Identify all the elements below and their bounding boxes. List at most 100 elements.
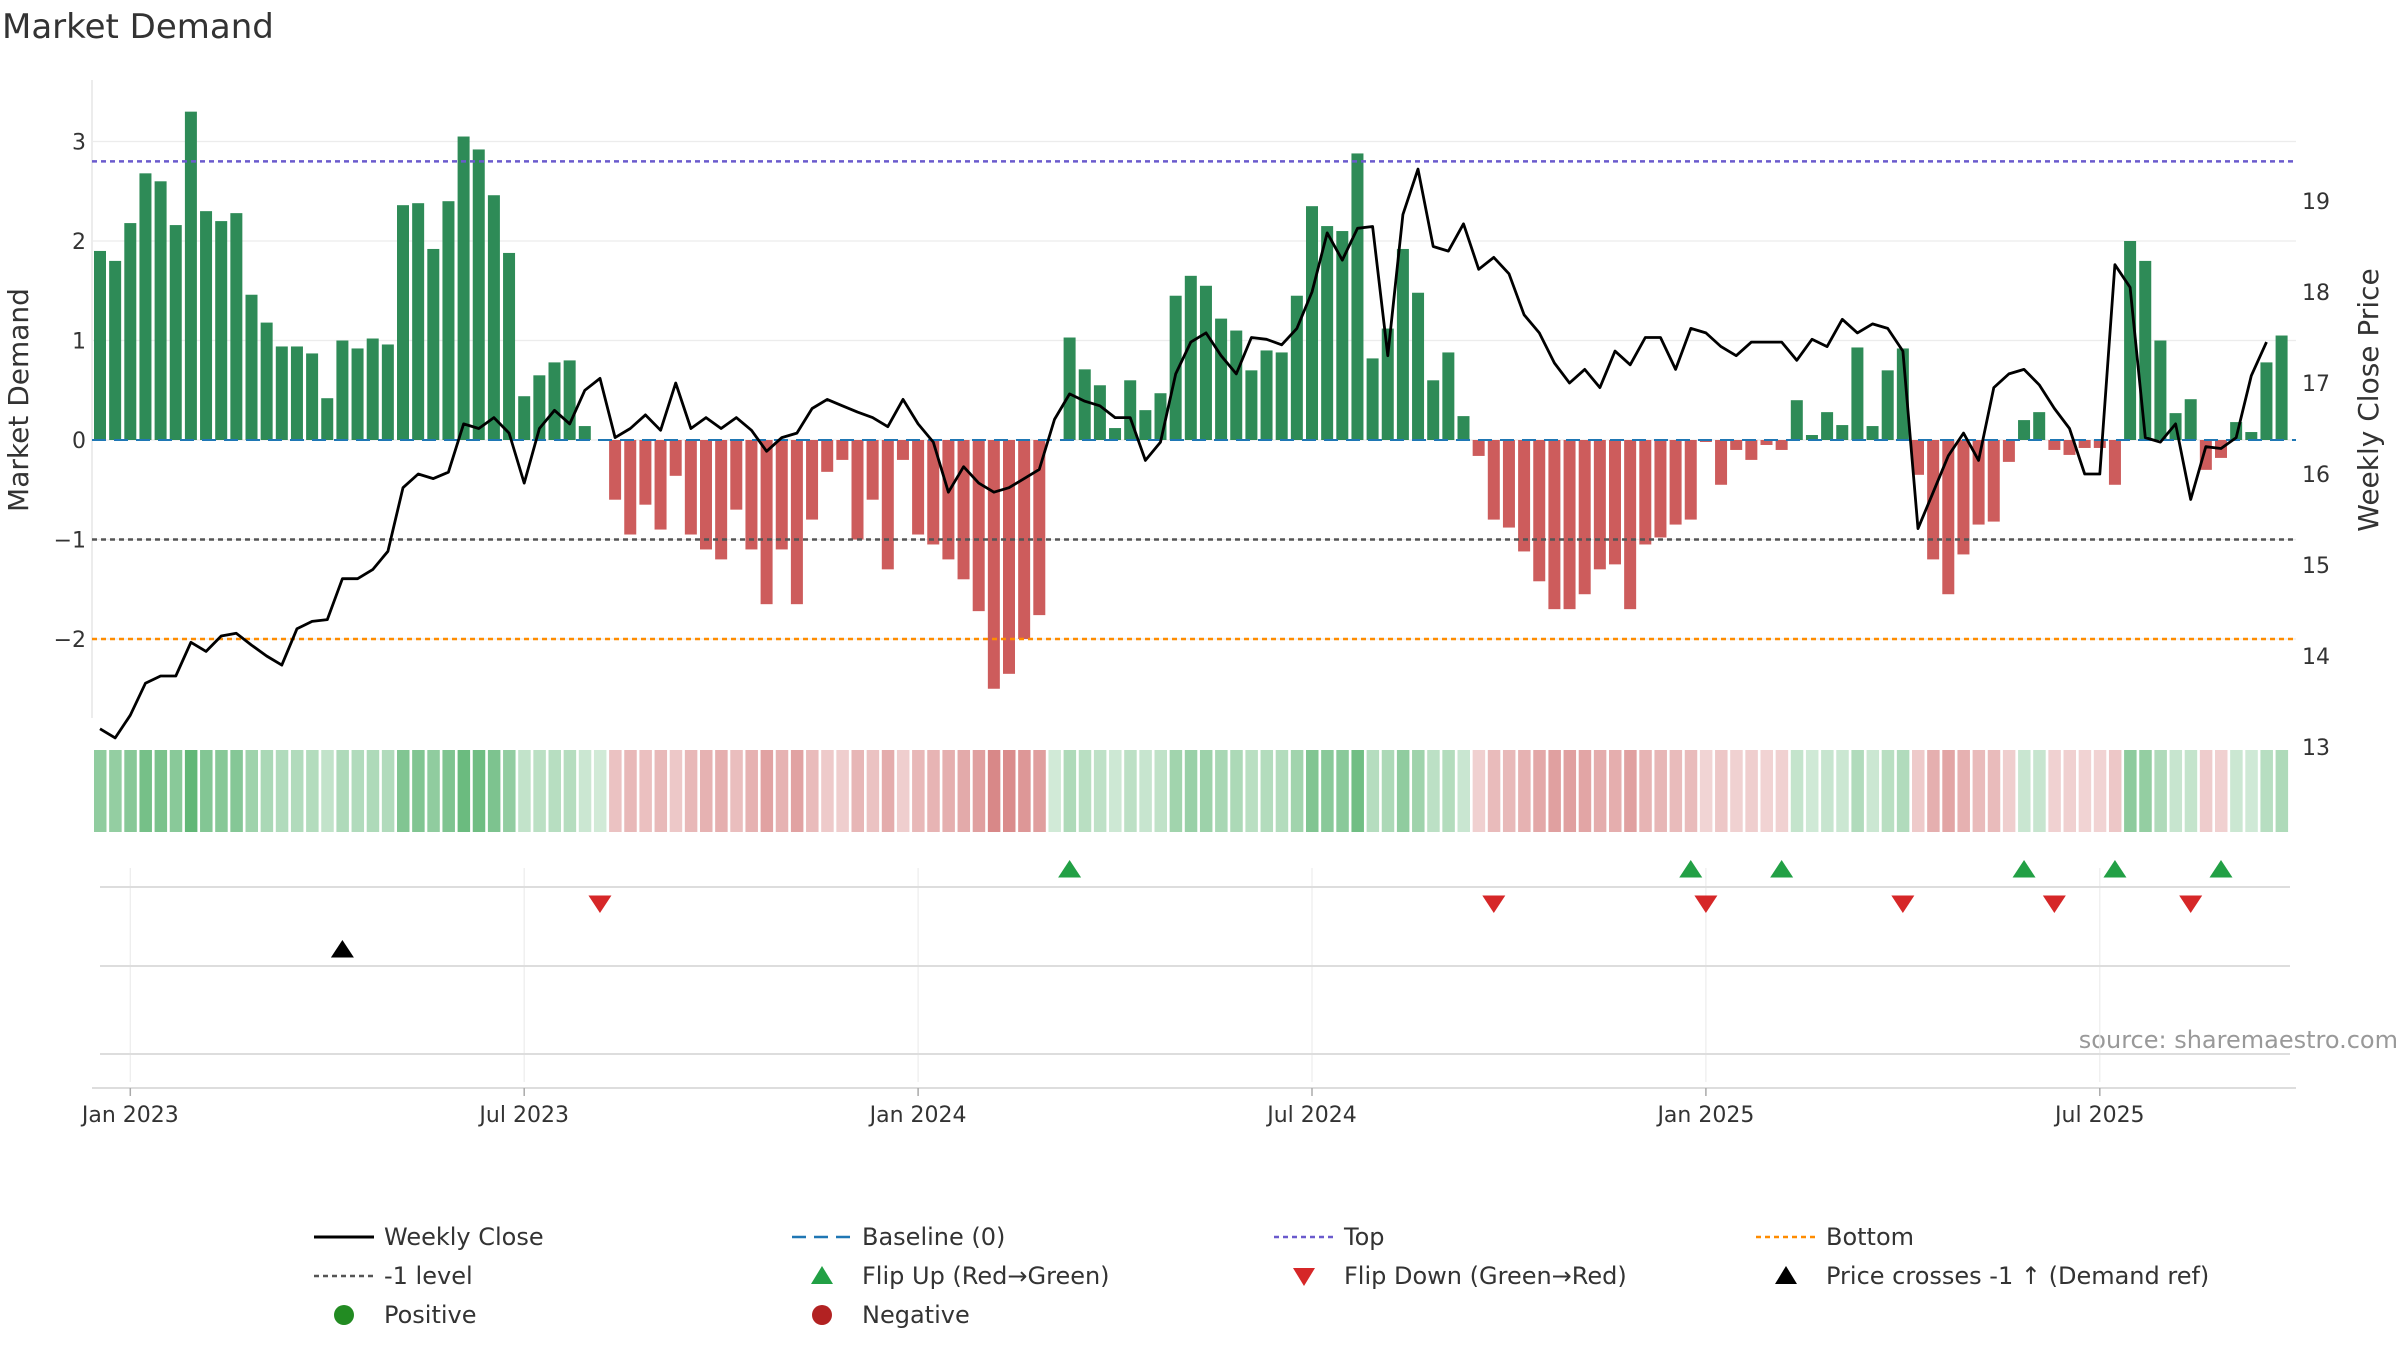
demand-bar: [1927, 440, 1940, 560]
heat-cell: [1442, 750, 1455, 832]
demand-bar: [184, 111, 197, 441]
demand-bar: [1821, 412, 1834, 440]
demand-bar: [1730, 440, 1743, 450]
demand-bar: [336, 340, 349, 440]
demand-bar: [230, 213, 243, 440]
flip-up-marker: [2012, 860, 2036, 878]
heat-cell: [563, 750, 577, 832]
demand-bar: [381, 344, 394, 440]
heat-cell: [1336, 750, 1349, 832]
demand-bar: [821, 440, 834, 472]
demand-bar: [397, 205, 409, 440]
heat-cell: [745, 750, 758, 832]
legend-swatch-positive: [334, 1305, 354, 1325]
demand-bar: [412, 203, 425, 440]
demand-bar: [306, 353, 319, 440]
demand-bar: [2245, 432, 2258, 440]
demand-bar: [1139, 410, 1152, 440]
heat-cell: [2260, 750, 2273, 832]
heat-cell: [1942, 750, 1955, 832]
heat-cell: [669, 750, 683, 832]
heat-cell: [427, 750, 440, 832]
heat-cell: [1881, 750, 1895, 832]
heat-cell: [866, 750, 880, 832]
heat-cell: [230, 750, 243, 832]
weekly-close-line: [99, 167, 2268, 740]
legend-label: Bottom: [1826, 1223, 1914, 1251]
heat-cell: [94, 750, 107, 832]
heat-cell: [1790, 750, 1804, 832]
x-tick-label: Jul 2024: [1265, 1103, 1357, 1128]
demand-bar: [1093, 385, 1106, 440]
demand-bar: [1306, 206, 1318, 440]
demand-bar: [548, 362, 561, 440]
y-tick-label: 3: [72, 131, 86, 156]
x-tick-label: Jan 2023: [80, 1103, 179, 1128]
source-label: source: sharemaestro.com: [2079, 1026, 2398, 1054]
demand-bar: [2093, 440, 2106, 448]
heat-cell: [836, 750, 849, 832]
legend-label: Top: [1343, 1223, 1385, 1251]
demand-bar: [1109, 428, 1122, 440]
demand-bar: [1942, 440, 1955, 595]
heat-cell: [1063, 750, 1077, 832]
demand-bar: [1715, 440, 1728, 485]
heat-cell: [1502, 750, 1516, 832]
demand-bar: [2260, 362, 2273, 440]
flip-up-marker: [1770, 860, 1794, 878]
heat-cell: [1654, 750, 1667, 832]
heat-cell: [2078, 750, 2092, 832]
heat-cell: [2184, 750, 2198, 832]
demand-bar: [1018, 440, 1031, 639]
legend-label: Positive: [384, 1301, 477, 1329]
demand-bar: [245, 294, 258, 440]
y2-tick-label: 19: [2302, 190, 2330, 215]
heat-cell: [518, 750, 531, 832]
heat-cell: [654, 750, 668, 832]
demand-bar: [1396, 248, 1409, 440]
legend-label: Negative: [862, 1301, 970, 1329]
demand-bar: [790, 440, 803, 605]
demand-bar: [715, 440, 728, 560]
demand-bar: [942, 440, 955, 560]
heat-cell: [457, 750, 471, 832]
heat-cell: [1669, 750, 1683, 832]
heat-cell: [1987, 750, 2001, 832]
y-tick-label: 0: [72, 429, 86, 454]
demand-bars: [94, 111, 2288, 689]
heat-cell: [139, 750, 152, 832]
heat-cell: [927, 750, 940, 832]
heat-cell: [2139, 750, 2152, 832]
demand-bar: [1669, 440, 1682, 525]
demand-bar: [154, 181, 167, 441]
demand-bar: [866, 440, 879, 500]
demand-bar: [806, 440, 819, 520]
demand-bar: [2184, 399, 2197, 440]
demand-bar: [669, 440, 682, 476]
demand-bar: [1199, 285, 1212, 440]
demand-bar: [1230, 330, 1243, 440]
legend-swatch-price-cross: [1775, 1266, 1797, 1284]
demand-bar: [1805, 435, 1818, 440]
demand-bar: [1760, 440, 1773, 445]
heat-cell: [2002, 750, 2016, 832]
heat-cell: [1215, 750, 1228, 832]
heat-cell: [1593, 750, 1607, 832]
flip-down-marker: [1482, 895, 1506, 913]
heat-cell: [1093, 750, 1107, 832]
heat-cell: [154, 750, 168, 832]
heat-cell: [321, 750, 334, 832]
heat-cell: [2230, 750, 2243, 832]
heat-cell: [1124, 750, 1137, 832]
heat-cell: [1927, 750, 1940, 832]
demand-bar: [2078, 440, 2091, 448]
demand-bar: [1775, 440, 1788, 450]
demand-bar: [1972, 440, 1985, 525]
heat-cell: [1230, 750, 1243, 832]
demand-bar: [563, 360, 576, 440]
demand-bar: [1472, 440, 1485, 456]
demand-bar: [442, 201, 455, 440]
flip-down-marker: [1694, 895, 1718, 913]
heat-cell: [2199, 750, 2213, 832]
demand-bar: [1154, 393, 1167, 440]
